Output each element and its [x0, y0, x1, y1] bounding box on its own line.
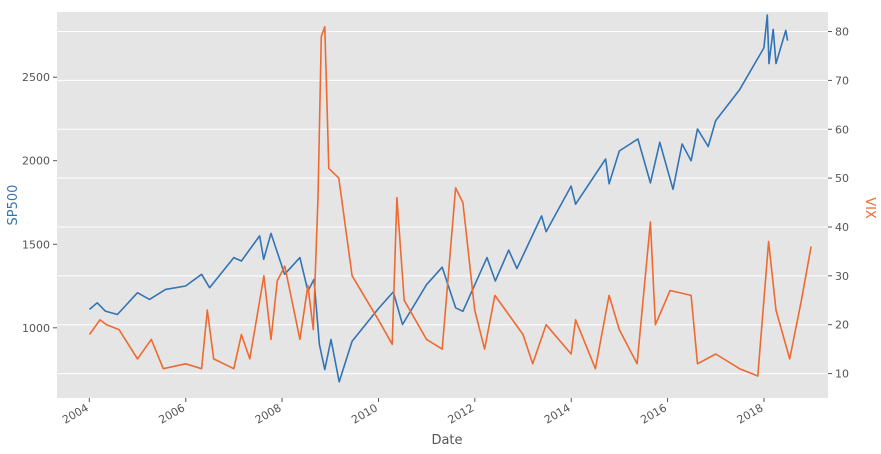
- x-tick-label: 2010: [349, 401, 380, 426]
- y-axis-right: 10 20 30 40 50 60 70 80: [828, 26, 849, 381]
- x-tick-label: 2018: [735, 401, 766, 426]
- y-right-tick-label: 10: [835, 368, 849, 381]
- x-tick-label: 2008: [253, 401, 284, 426]
- y-left-tick-label: 1500: [22, 238, 50, 251]
- x-tick-label: 2006: [157, 401, 188, 426]
- x-tick-label: 2016: [638, 401, 669, 426]
- gridlines: [57, 31, 828, 375]
- x-tick-label: 2004: [60, 401, 91, 426]
- x-axis: 2004 2006 2008 2010 2012 2014 2016 2018: [60, 398, 766, 427]
- series-line-vix: [88, 25, 812, 377]
- y-left-tick-label: 2500: [22, 71, 50, 84]
- x-axis-label: Date: [431, 433, 462, 448]
- y-axis-label-left: SP500: [6, 185, 21, 226]
- y-axis-label-right: VIX: [862, 197, 877, 219]
- y-right-tick-label: 80: [835, 26, 849, 39]
- x-tick-label: 2014: [542, 401, 573, 426]
- y-left-tick-label: 1000: [22, 322, 50, 335]
- y-right-tick-label: 20: [835, 319, 849, 332]
- y-left-tick-label: 2000: [22, 155, 50, 168]
- x-tick-label: 2012: [446, 401, 477, 426]
- y-right-tick-label: 50: [835, 172, 849, 185]
- plot-area: [57, 12, 828, 398]
- y-right-tick-label: 70: [835, 74, 849, 87]
- series-line-sp500: [88, 14, 789, 383]
- y-axis-left: 1000 1500 2000 2500: [22, 71, 57, 335]
- y-right-tick-label: 40: [835, 221, 849, 234]
- series-lines: [88, 14, 812, 383]
- y-right-tick-label: 30: [835, 270, 849, 283]
- y-right-tick-label: 60: [835, 123, 849, 136]
